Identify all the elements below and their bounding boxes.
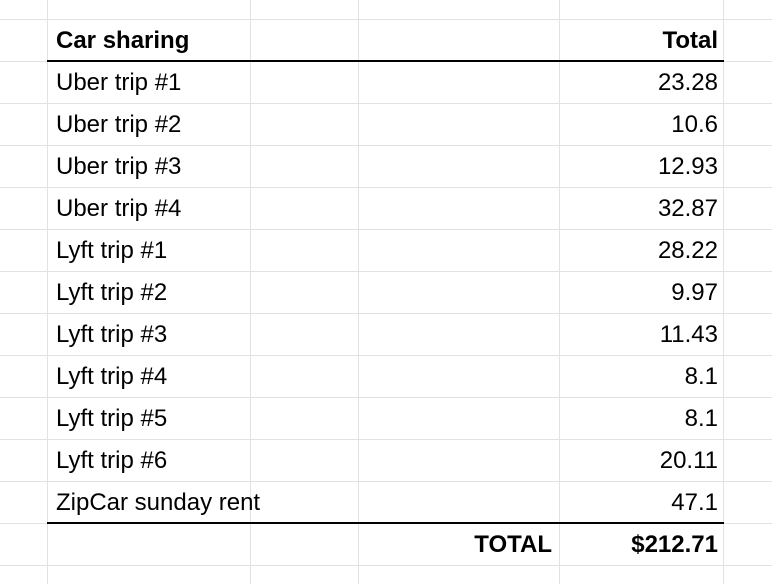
row-label[interactable]: Uber trip #4: [56, 195, 182, 222]
grid-column-line: [47, 0, 48, 584]
grid-row-line: [0, 19, 772, 20]
grid-row-line: [0, 229, 772, 230]
row-label[interactable]: Lyft trip #4: [56, 363, 168, 390]
header-bottom-border: [47, 60, 724, 62]
total-value[interactable]: $212.71: [631, 531, 718, 558]
grid-row-line: [0, 313, 772, 314]
grid-row-line: [0, 145, 772, 146]
total-top-border: [47, 522, 724, 524]
row-value[interactable]: 47.1: [671, 489, 718, 516]
row-label[interactable]: Uber trip #1: [56, 69, 182, 96]
row-label[interactable]: Lyft trip #1: [56, 237, 168, 264]
row-value[interactable]: 12.93: [657, 153, 718, 180]
grid-column-line: [723, 0, 724, 584]
grid-row-line: [0, 565, 772, 566]
row-value[interactable]: 28.22: [657, 237, 718, 264]
grid-row-line: [0, 481, 772, 482]
row-label[interactable]: ZipCar sunday rent: [56, 489, 261, 516]
grid-row-line: [0, 103, 772, 104]
grid-column-line: [559, 0, 560, 584]
row-value[interactable]: 11.43: [659, 321, 718, 348]
header-car-sharing[interactable]: Car sharing: [56, 27, 190, 54]
row-label[interactable]: Lyft trip #5: [56, 405, 168, 432]
row-value[interactable]: 32.87: [657, 195, 718, 222]
grid-row-line: [0, 397, 772, 398]
total-label[interactable]: TOTAL: [474, 531, 552, 558]
row-value[interactable]: 9.97: [671, 279, 718, 306]
grid-row-line: [0, 187, 772, 188]
grid-column-line: [250, 0, 251, 584]
row-label[interactable]: Uber trip #3: [56, 153, 182, 180]
row-value[interactable]: 8.1: [684, 405, 718, 432]
grid-column-line: [358, 0, 359, 584]
row-label[interactable]: Uber trip #2: [56, 111, 182, 138]
row-label[interactable]: Lyft trip #6: [56, 447, 168, 474]
grid-row-line: [0, 355, 772, 356]
row-value[interactable]: 8.1: [684, 363, 718, 390]
grid-row-line: [0, 271, 772, 272]
grid-row-line: [0, 439, 772, 440]
row-value[interactable]: 10.6: [671, 111, 718, 138]
row-value[interactable]: 20.11: [659, 447, 718, 474]
row-label[interactable]: Lyft trip #3: [56, 321, 168, 348]
row-value[interactable]: 23.28: [657, 69, 718, 96]
row-label[interactable]: Lyft trip #2: [56, 279, 168, 306]
header-total[interactable]: Total: [662, 27, 718, 54]
